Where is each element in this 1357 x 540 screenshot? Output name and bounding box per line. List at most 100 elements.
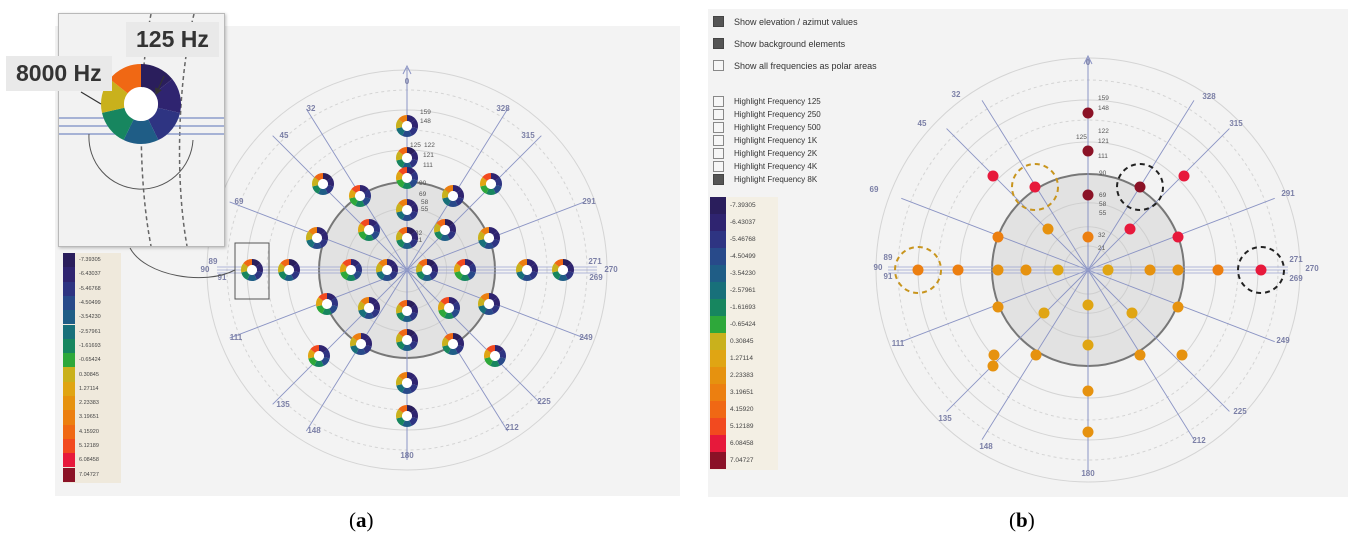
donut-segment [456,189,465,199]
donut-segment [482,173,491,181]
legend-swatch [63,381,75,396]
legend-swatch [710,401,726,418]
legend-row: 1.27114 [63,381,98,396]
legend-label: -0.65424 [79,357,101,364]
angle-label: 291 [1281,189,1295,198]
donut-segment [241,271,250,280]
checkbox-row[interactable]: Show elevation / azimut values [713,16,858,27]
donut-hole [364,303,374,313]
donut-segment [340,263,348,273]
donut-segment [357,223,366,233]
angle-label: 32 [307,104,316,113]
elevation-label: 32 [1098,232,1106,239]
checkbox-label: Show all frequencies as polar areas [734,60,877,71]
donut-segment [409,239,418,248]
donut-segment [375,263,384,273]
legend-row: -5.46768 [710,231,756,248]
checkbox[interactable] [713,38,724,49]
donut-segment [396,239,405,248]
frequency-donut [442,333,464,355]
elevation-label: 148 [420,118,431,125]
checkbox[interactable] [713,60,724,71]
donut-segment [342,259,351,267]
donut-segment [402,242,412,249]
donut-segment [480,293,489,301]
donut-segment [407,167,416,175]
checkbox-row[interactable]: Highlight Frequency 1K [713,135,817,146]
donut-segment [429,271,438,280]
checkbox[interactable] [713,148,724,159]
donut-segment [456,259,465,267]
data-point [1176,349,1188,361]
data-point [1172,301,1184,313]
data-point [1134,349,1146,361]
legend-row: 2.23383 [63,396,99,411]
donut-hole [558,265,568,275]
donut-segment [369,297,378,305]
checkbox[interactable] [713,174,724,185]
checkbox[interactable] [713,161,724,172]
elevation-label: 121 [1098,138,1109,145]
donut-segment [409,127,418,136]
data-point [1082,107,1094,119]
donut-segment [478,231,486,241]
donut-hole [402,306,412,316]
checkbox-row[interactable]: Highlight Frequency 2K [713,148,817,159]
donut-segment [349,197,358,206]
donut-segment [398,227,407,235]
legend-label: -5.46768 [79,285,101,292]
elevation-label: 58 [421,199,429,206]
legend-row: 0.30845 [710,333,754,350]
legend-swatch [63,410,75,425]
axis-arrow [402,64,412,75]
donut-segment [358,301,366,311]
donut-segment [409,417,418,426]
donut-segment [445,219,454,227]
donut-hole [322,299,332,309]
callout-125hz: 125 Hz [126,22,219,57]
donut-segment [527,259,536,267]
frequency-donut [434,219,456,242]
checkbox-row[interactable]: Highlight Frequency 125 [713,96,821,107]
donut-segment [418,259,427,267]
donut-hole [318,179,328,189]
donut-segment [329,305,338,314]
checkbox-row[interactable]: Highlight Frequency 8K [713,174,817,185]
legend-label: -2.57961 [79,328,101,335]
donut-segment [453,333,462,341]
donut-segment [316,297,324,307]
legend-swatch [710,367,726,384]
checkbox[interactable] [713,109,724,120]
checkbox[interactable] [713,135,724,146]
data-point [1126,307,1138,319]
donut-segment [563,259,572,267]
axis-label-top: 0 [1086,58,1091,67]
axis-label-top: 0 [405,77,410,86]
caption-b: (b) [1009,508,1035,532]
donut-hole [460,265,470,275]
donut-segment [436,219,445,227]
donut-segment [449,297,458,305]
donut-segment [484,308,494,315]
checkbox[interactable] [713,122,724,133]
checkbox-row[interactable]: Highlight Frequency 4K [713,161,817,172]
checkbox-row[interactable]: Highlight Frequency 250 [713,109,821,120]
angle-label: 212 [505,423,519,432]
donut-segment [558,274,568,281]
donut-segment [371,309,380,318]
spoke-line [946,269,1089,412]
donut-segment [409,341,418,350]
donut-segment [396,171,404,181]
legend-row: 4.15920 [63,424,99,439]
checkbox[interactable] [713,16,724,27]
donut-segment [402,420,412,427]
legend-swatch [63,424,75,439]
checkbox-row[interactable]: Show background elements [713,38,845,49]
donut-segment [340,271,349,280]
donut-hole [490,351,500,361]
checkbox-row[interactable]: Show all frequencies as polar areas [713,60,877,71]
checkbox-row[interactable]: Highlight Frequency 500 [713,122,821,133]
donut-segment [407,405,416,413]
data-point [1134,181,1146,193]
checkbox[interactable] [713,96,724,107]
